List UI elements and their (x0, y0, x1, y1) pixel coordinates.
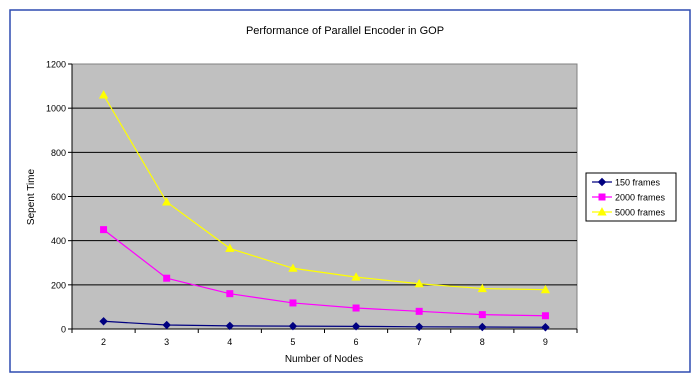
series-2 (100, 226, 549, 320)
x-tick-label: 8 (480, 337, 485, 347)
x-tick-label: 7 (417, 337, 422, 347)
x-tick-label: 4 (227, 337, 232, 347)
y-tick-label: 0 (61, 325, 66, 335)
series-lines (98, 90, 551, 332)
y-tick-label: 600 (51, 192, 66, 202)
legend-label: 150 frames (615, 178, 661, 188)
x-tick-label: 3 (164, 337, 169, 347)
data-point (288, 321, 298, 331)
chart-title: Performance of Parallel Encoder in GOP (246, 25, 444, 37)
data-point (100, 226, 108, 234)
legend-label: 5000 frames (615, 208, 666, 218)
y-tick-label: 200 (51, 280, 66, 290)
data-point (226, 290, 234, 298)
data-point (477, 283, 487, 293)
series-line (103, 94, 546, 291)
x-axis-label: Number of Nodes (285, 354, 363, 365)
data-point (225, 243, 235, 252)
x-tick-label: 2 (101, 337, 106, 347)
legend-item: 2000 frames (592, 193, 666, 203)
data-point (163, 274, 171, 282)
data-point (478, 322, 487, 332)
legend-label: 2000 frames (615, 193, 666, 203)
y-tick-label: 400 (51, 236, 66, 246)
data-point (415, 307, 423, 315)
data-point (288, 263, 298, 272)
data-point (162, 320, 171, 330)
legend-item: 5000 frames (592, 207, 666, 218)
y-axis-ticks: 0 200 400 600 800 1000 1200 (46, 60, 73, 335)
y-tick-label: 1200 (46, 60, 66, 70)
legend-item: 150 frames (592, 178, 661, 188)
data-point (99, 317, 108, 326)
x-tick-label: 9 (543, 337, 548, 347)
x-axis-ticks: 2 3 4 5 6 7 8 9 (71, 328, 578, 347)
data-point (162, 197, 172, 206)
data-point (414, 278, 424, 288)
y-axis-label: Sepent Time (26, 168, 37, 225)
data-point (540, 284, 551, 294)
y-tick-label: 800 (51, 148, 66, 158)
data-point (289, 299, 297, 307)
data-point (98, 90, 109, 99)
data-point (478, 311, 486, 319)
x-tick-label: 5 (290, 337, 295, 347)
legend: 150 frames 2000 frames 5000 frames (585, 172, 677, 222)
series-3 (98, 90, 551, 294)
data-point (225, 321, 235, 331)
gridlines (72, 107, 577, 286)
data-point (541, 312, 549, 320)
data-point (541, 323, 550, 332)
data-point (351, 272, 361, 281)
data-point (351, 322, 361, 331)
data-point (414, 322, 424, 331)
legend-marker (597, 207, 607, 216)
series-1 (99, 317, 550, 332)
series-line (103, 320, 546, 328)
legend-marker (598, 193, 606, 201)
series-line (103, 229, 546, 317)
y-tick-label: 1000 (46, 104, 66, 114)
data-point (352, 304, 360, 312)
x-tick-label: 6 (354, 337, 359, 347)
legend-marker (597, 177, 607, 187)
